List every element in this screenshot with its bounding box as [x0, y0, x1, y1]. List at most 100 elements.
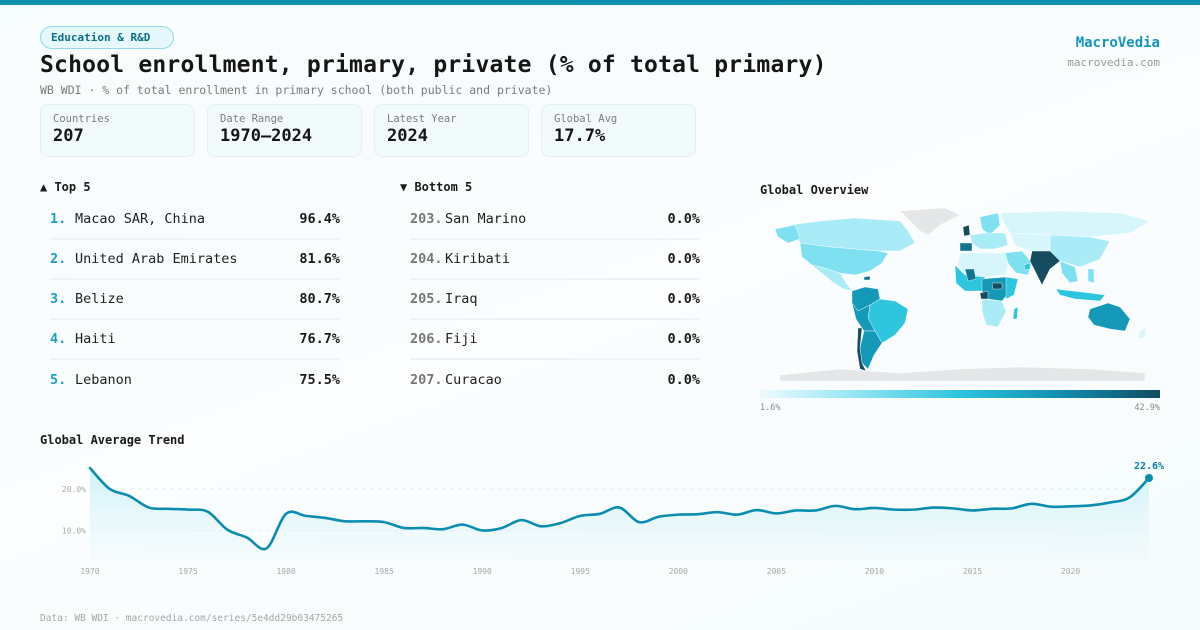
rank: 203. — [410, 211, 443, 227]
stat-label: Countries — [53, 113, 110, 125]
region-greenland[interactable] — [899, 207, 961, 236]
x-tick-label: 1970 — [80, 567, 99, 576]
list-item[interactable]: 204. Kiribati 0.0% — [410, 240, 700, 280]
bottom5-list: ▼ Bottom 5 203. San Marino 0.0% 204. Kir… — [400, 180, 700, 400]
list-item[interactable]: 206. Fiji 0.0% — [410, 320, 700, 360]
footer-source: Data: WB WDI · macrovedia.com/series/5e4… — [40, 613, 344, 624]
region-europe[interactable] — [969, 232, 1009, 250]
map-title: Global Overview — [760, 183, 869, 197]
region-uae[interactable] — [1023, 262, 1031, 271]
region-mali[interactable] — [964, 268, 977, 282]
trend-chart[interactable]: 10.0% 20.0% 1970 1975 1980 1985 1990 1995 2000 2… — [0, 450, 1200, 585]
region-haiti[interactable] — [863, 275, 871, 281]
rank: 5. — [50, 372, 67, 388]
region-chile[interactable] — [856, 327, 867, 372]
rank: 207. — [410, 372, 443, 388]
region-new-zealand[interactable] — [1137, 326, 1147, 340]
list-item[interactable]: 5. Lebanon 75.5% — [50, 360, 340, 400]
region-indonesia[interactable] — [1055, 288, 1106, 302]
x-tick-label: 1985 — [375, 567, 394, 576]
list-item[interactable]: 207. Curacao 0.0% — [410, 360, 700, 400]
trend-chart-title: Global Average Trend — [40, 433, 185, 447]
country-value: 0.0% — [667, 251, 700, 267]
region-spain[interactable] — [959, 242, 973, 252]
list-item[interactable]: 3. Belize 80.7% — [50, 280, 340, 320]
list-item[interactable]: 4. Haiti 76.7% — [50, 320, 340, 360]
x-tick-label: 2010 — [865, 567, 884, 576]
rank: 2. — [50, 251, 67, 267]
country-value: 96.4% — [299, 211, 340, 227]
country-name: Belize — [75, 291, 124, 307]
country-value: 0.0% — [667, 211, 700, 227]
region-south-sudan[interactable] — [991, 282, 1003, 290]
region-madagascar[interactable] — [1012, 306, 1019, 320]
region-australia[interactable] — [1087, 302, 1131, 332]
country-value: 81.6% — [299, 251, 340, 267]
legend-min-label: 1.6% — [760, 403, 781, 413]
stat-card-countries: Countries 207 — [40, 104, 195, 157]
page-subtitle: WB WDI · % of total enrollment in primar… — [40, 83, 553, 97]
top-accent-bar — [0, 0, 1200, 5]
rank: 4. — [50, 331, 67, 347]
world-map[interactable] — [760, 203, 1160, 383]
country-value: 80.7% — [299, 291, 340, 307]
brand[interactable]: MacroVedia macrovedia.com — [1067, 35, 1160, 69]
list-item[interactable]: 2. United Arab Emirates 81.6% — [50, 240, 340, 280]
trend-end-label: 22.6% — [1134, 461, 1164, 472]
country-name: Iraq — [445, 291, 478, 307]
country-name: Haiti — [75, 331, 116, 347]
region-southeast-asia[interactable] — [1059, 260, 1079, 284]
stat-label: Latest Year — [387, 113, 457, 125]
region-antarctica[interactable] — [779, 366, 1146, 382]
stat-value: 2024 — [387, 126, 428, 146]
region-east-africa[interactable] — [1005, 276, 1019, 300]
region-india[interactable] — [1029, 250, 1061, 286]
brand-name[interactable]: MacroVedia — [1075, 35, 1160, 51]
x-tick-label: 1975 — [178, 567, 197, 576]
world-map-svg[interactable] — [760, 203, 1160, 383]
x-tick-label: 1980 — [276, 567, 295, 576]
region-central-asia[interactable] — [1009, 232, 1051, 252]
region-southern-africa[interactable] — [981, 298, 1007, 328]
stats-cards: Countries 207 Date Range 1970–2024 Lates… — [40, 104, 696, 157]
stat-value: 207 — [53, 126, 84, 146]
region-scandinavia[interactable] — [979, 212, 1001, 236]
region-peru-bolivia[interactable] — [851, 302, 876, 332]
bottom5-heading: ▼ Bottom 5 — [400, 180, 473, 194]
y-tick-label: 20.0% — [62, 485, 86, 494]
x-tick-label: 2020 — [1061, 567, 1080, 576]
stat-card-date-range: Date Range 1970–2024 — [207, 104, 362, 157]
stat-label: Date Range — [220, 113, 284, 125]
region-philippines[interactable] — [1087, 268, 1095, 284]
stat-card-latest-year: Latest Year 2024 — [374, 104, 529, 157]
country-name: Curacao — [445, 372, 502, 388]
country-name: Fiji — [445, 331, 478, 347]
region-china[interactable] — [1049, 234, 1111, 268]
region-russia[interactable] — [999, 210, 1151, 238]
rank: 1. — [50, 211, 67, 227]
stat-label: Global Avg — [554, 113, 618, 125]
country-name: Macao SAR, China — [75, 211, 206, 227]
legend-max-label: 42.9% — [1134, 403, 1160, 413]
region-north-africa[interactable] — [957, 252, 1009, 278]
region-middle-east[interactable] — [1004, 250, 1033, 276]
region-uk[interactable] — [962, 224, 971, 237]
list-item[interactable]: 203. San Marino 0.0% — [410, 200, 700, 240]
top5-heading: ▲ Top 5 — [40, 180, 91, 194]
country-value: 0.0% — [667, 291, 700, 307]
country-value: 0.0% — [667, 331, 700, 347]
stat-card-global-avg: Global Avg 17.7% — [541, 104, 696, 157]
region-alaska[interactable] — [774, 224, 801, 244]
trend-line[interactable] — [88, 466, 1151, 551]
brand-url[interactable]: macrovedia.com — [1067, 56, 1160, 69]
rank: 204. — [410, 251, 443, 267]
map-color-legend — [760, 390, 1160, 398]
trend-end-point[interactable] — [1145, 473, 1153, 482]
category-badge[interactable]: Education & R&D — [40, 26, 175, 49]
list-item[interactable]: 1. Macao SAR, China 96.4% — [50, 200, 340, 240]
country-name: San Marino — [445, 211, 527, 227]
region-congo[interactable] — [979, 290, 989, 300]
rank: 3. — [50, 291, 67, 307]
country-value: 75.5% — [299, 372, 340, 388]
list-item[interactable]: 205. Iraq 0.0% — [410, 280, 700, 320]
